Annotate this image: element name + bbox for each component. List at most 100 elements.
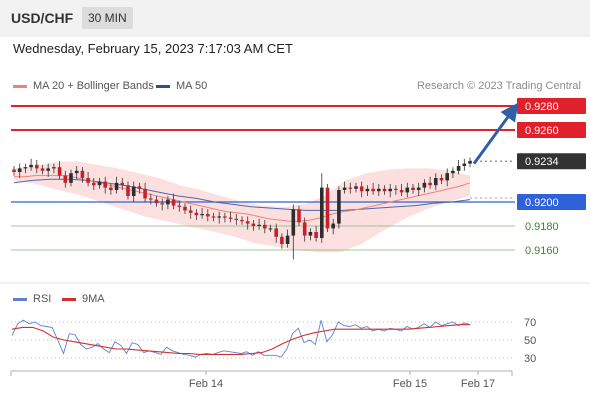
candle-body — [377, 188, 381, 192]
rsi-tick-label: 70 — [524, 317, 536, 329]
symbol-label: USD/CHF — [11, 10, 74, 26]
candle-body — [439, 178, 444, 181]
candle-body — [280, 236, 284, 244]
candle-body — [416, 187, 421, 190]
candle-body — [371, 188, 375, 192]
candle-body — [365, 188, 370, 192]
ma9-swatch — [62, 297, 76, 301]
candle-body — [17, 168, 22, 172]
legend-rsi-label: RSI — [33, 293, 52, 305]
candle-body — [234, 218, 239, 220]
rsi-9ma-line — [11, 324, 470, 355]
candle-body — [126, 185, 130, 196]
candle-body — [211, 216, 216, 218]
candle-body — [257, 224, 261, 226]
candle-body — [297, 209, 301, 223]
candle-body — [74, 170, 79, 174]
candle-body — [354, 186, 358, 189]
candle-body — [171, 199, 176, 206]
candle-body — [468, 161, 472, 164]
candle-body — [23, 167, 28, 169]
price-label: 0.9260 — [525, 125, 559, 137]
price-label: 0.9234 — [525, 156, 559, 168]
price-label: 0.9280 — [525, 101, 559, 113]
candle-body — [456, 166, 461, 171]
candle-body — [331, 223, 335, 229]
legend-ma50: MA 50 — [156, 80, 207, 92]
candle-body — [274, 228, 278, 237]
candle-body — [251, 223, 256, 226]
candle-body — [12, 169, 16, 172]
candle-body — [35, 164, 39, 169]
candle-body — [325, 187, 330, 229]
projection-arrow — [472, 102, 519, 165]
legend-9ma: 9MA — [62, 293, 105, 305]
candle-body — [422, 182, 427, 188]
top-bar: USD/CHF 30 MIN — [0, 0, 590, 36]
candle-body — [451, 170, 455, 174]
candle-body — [434, 178, 438, 186]
candle-body — [223, 216, 227, 218]
candle-body — [57, 167, 62, 176]
x-axis-label: Feb 15 — [393, 378, 427, 390]
candle-body — [177, 205, 182, 207]
candle-body — [240, 220, 244, 222]
candle-body — [46, 168, 50, 171]
candle-body — [103, 181, 107, 188]
rsi-tick-label: 50 — [524, 335, 536, 347]
candle-body — [348, 187, 353, 189]
candle-body — [131, 186, 136, 196]
candle-body — [382, 188, 387, 192]
candle-body — [92, 182, 96, 186]
candle-body — [291, 209, 296, 236]
candle-body — [302, 222, 307, 236]
candle-body — [445, 173, 449, 181]
timeframe-button[interactable]: 30 MIN — [82, 7, 133, 29]
research-credit: Research © 2023 Trading Central — [416, 80, 581, 92]
candle-body — [29, 164, 33, 168]
chart-datetime: Wednesday, February 15, 2023 7:17:03 AM … — [13, 41, 293, 56]
rsi-swatch — [13, 297, 27, 301]
candle-body — [188, 210, 193, 213]
candle-body — [337, 190, 341, 224]
candle-body — [388, 188, 392, 192]
price-label-box — [517, 122, 586, 138]
candle-body — [268, 228, 273, 230]
candle-body — [63, 175, 68, 183]
candle-body — [314, 232, 318, 238]
x-axis-label: Feb 17 — [461, 378, 495, 390]
candle-body — [411, 187, 415, 190]
candle-body — [217, 216, 221, 218]
candle-body — [428, 182, 432, 186]
candle-body — [80, 170, 85, 178]
candle-body — [143, 188, 147, 199]
candle-body — [166, 199, 170, 205]
ma20-swatch — [13, 84, 27, 88]
candle-body — [69, 173, 73, 183]
price-label: 0.9160 — [525, 245, 559, 257]
legend-ma20: MA 20 + Bollinger Bands — [13, 80, 154, 92]
legend-ma50-label: MA 50 — [176, 80, 208, 92]
candle-body — [97, 181, 102, 186]
candle-body — [86, 178, 90, 183]
legend-9ma-label: 9MA — [82, 293, 105, 305]
candle-body — [120, 182, 125, 186]
candle-body — [194, 212, 199, 216]
candle-body — [137, 186, 142, 189]
legend-ma20-label: MA 20 + Bollinger Bands — [33, 80, 154, 92]
ma50-swatch — [156, 84, 170, 88]
ma20-line — [14, 175, 471, 222]
price-label-box — [517, 194, 586, 210]
rsi-tick-label: 30 — [524, 353, 536, 365]
candle-body — [394, 188, 398, 190]
candle-body — [52, 167, 56, 169]
candle-body — [40, 168, 45, 171]
candle-body — [308, 232, 313, 236]
price-label: 0.9200 — [525, 197, 559, 209]
candle-body — [399, 190, 404, 193]
price-label-box — [517, 153, 586, 170]
x-axis-label: Feb 14 — [189, 378, 223, 390]
candle-body — [183, 206, 187, 211]
candle-body — [285, 235, 290, 244]
